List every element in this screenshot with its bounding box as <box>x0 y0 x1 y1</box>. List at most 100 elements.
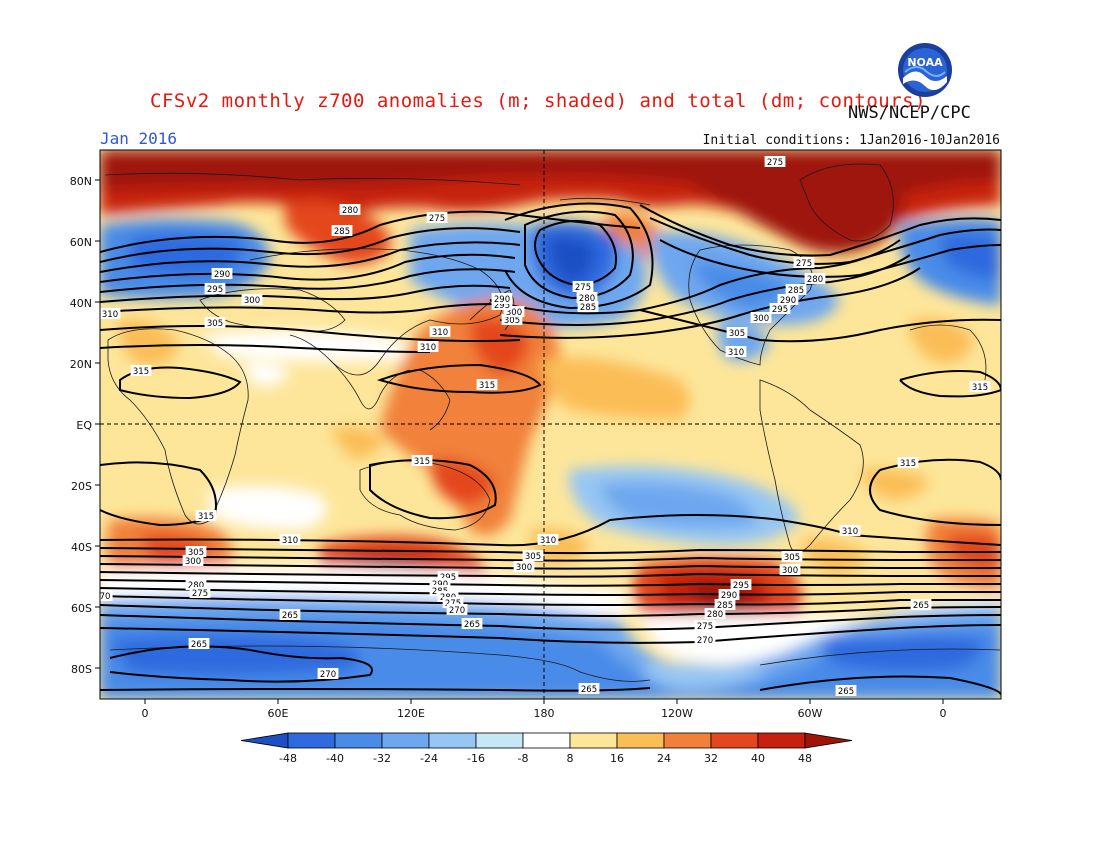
contour-label: 305 <box>729 329 745 339</box>
contour-label: 310 <box>728 348 744 358</box>
colorbar-tick-label: -16 <box>467 752 485 765</box>
contour-label-bg <box>578 683 600 694</box>
contour-label-bg <box>910 599 932 610</box>
colorbar-tick-label: -48 <box>279 752 297 765</box>
contour-label-bg <box>835 685 857 696</box>
lat-label: 80S <box>71 663 92 676</box>
colorbar-tick-label: 16 <box>610 752 624 765</box>
contour-label: 270 <box>697 636 713 646</box>
contour-label: 300 <box>753 314 769 324</box>
contour-label-bg <box>446 604 468 615</box>
contour-label-bg <box>764 156 786 167</box>
contour-label-bg <box>339 204 361 215</box>
contour-label-bg <box>779 564 801 575</box>
colorbar-bin <box>381 732 430 749</box>
contour-label-bg <box>785 284 807 295</box>
contour-label: 265 <box>464 620 480 630</box>
contour-label-bg <box>476 379 498 390</box>
contour-label-bg <box>572 281 594 292</box>
contour-label: 295 <box>733 581 749 591</box>
contour-label-bg <box>694 634 716 645</box>
contour-label-bg <box>726 327 748 338</box>
contour-label-bg <box>429 326 451 337</box>
contour-label-bg <box>188 638 210 649</box>
contour-label: 310 <box>432 328 448 338</box>
contour-label: 305 <box>504 316 520 326</box>
contour-label-bg <box>437 571 459 582</box>
colorbar-bin <box>522 732 571 749</box>
period-label: Jan 2016 <box>100 129 178 148</box>
colorbar-bin <box>475 732 524 749</box>
contour-label-bg <box>537 534 559 545</box>
contour-label-bg <box>130 365 152 376</box>
contour-label: 295 <box>772 305 788 315</box>
colorbar: -48 -40 -32 -24 -16 -8 8 16 24 32 40 48 <box>240 732 853 765</box>
contour-label: 275 <box>767 158 783 168</box>
contour-label: 310 <box>842 527 858 537</box>
lon-label: 60W <box>798 707 823 720</box>
contour-label-bg <box>491 299 513 310</box>
colorbar-tick-label: 8 <box>567 752 574 765</box>
contour-label-bg <box>279 534 301 545</box>
contour-label: 285 <box>580 303 596 313</box>
contour-label: 285 <box>334 227 350 237</box>
contour-label: 280 <box>342 206 358 216</box>
contour-label-bg <box>969 381 991 392</box>
height-contours <box>100 202 1001 696</box>
initial-conditions-label: Initial conditions: 1Jan2016-10Jan2016 <box>702 133 1000 148</box>
longitude-axis: 0 60E 120E 180 120W 60W 0 <box>142 707 947 720</box>
contour-label: 280 <box>579 294 595 304</box>
contour-label: 315 <box>972 383 988 393</box>
axis-ticks <box>95 179 944 704</box>
contour-label-bg <box>704 608 726 619</box>
contour-label: 280 <box>188 581 204 591</box>
contour-label-bg <box>317 668 339 679</box>
contour-label: 265 <box>191 640 207 650</box>
contour-label: 265 <box>282 611 298 621</box>
contour-label-bg <box>777 294 799 305</box>
contour-label: 275 <box>575 283 591 293</box>
contour-label: 305 <box>784 553 800 563</box>
contour-label: 300 <box>506 308 522 318</box>
contour-label-bg <box>241 294 263 305</box>
contour-label-bg <box>204 317 226 328</box>
lat-label: 20S <box>71 480 92 493</box>
colorbar-tick-label: -32 <box>373 752 391 765</box>
lon-label: 0 <box>142 707 149 720</box>
contour-label: 305 <box>207 319 223 329</box>
lat-label: 20N <box>70 358 92 371</box>
contour-label: 265 <box>913 601 929 611</box>
contour-label-bg <box>429 578 451 589</box>
lon-label: 120E <box>397 707 425 720</box>
logo-text: NOAA <box>907 56 943 69</box>
colorbar-tick-label: 48 <box>798 752 812 765</box>
lon-label: 120W <box>661 707 693 720</box>
contour-label-bg <box>442 597 464 608</box>
colorbar-bin <box>616 732 665 749</box>
colorbar-bin <box>710 732 759 749</box>
contour-label-bg <box>99 308 121 319</box>
contour-label: 270 <box>320 670 336 680</box>
contour-label: 305 <box>188 548 204 558</box>
contour-label: 315 <box>198 512 214 522</box>
colorbar-tick-label: 40 <box>751 752 765 765</box>
contour-label-bg <box>195 510 217 521</box>
lat-label: 40S <box>71 541 92 554</box>
contour-label: 285 <box>788 286 804 296</box>
colorbar-tick-label: 32 <box>704 752 718 765</box>
contour-label: 275 <box>697 622 713 632</box>
contour-label: 300 <box>185 557 201 567</box>
contour-label: 70 <box>100 592 111 602</box>
contour-label-bg <box>185 546 207 557</box>
lon-label: 60E <box>268 707 289 720</box>
contour-label-bg <box>769 303 791 314</box>
contour-label: 275 <box>429 214 445 224</box>
colorbar-bin <box>334 732 383 749</box>
contour-label: 290 <box>780 296 796 306</box>
reference-lines <box>100 150 1001 699</box>
contour-label: 295 <box>494 301 510 311</box>
contour-label: 265 <box>838 687 854 697</box>
contour-label: 310 <box>420 343 436 353</box>
lat-label: 40N <box>70 297 92 310</box>
